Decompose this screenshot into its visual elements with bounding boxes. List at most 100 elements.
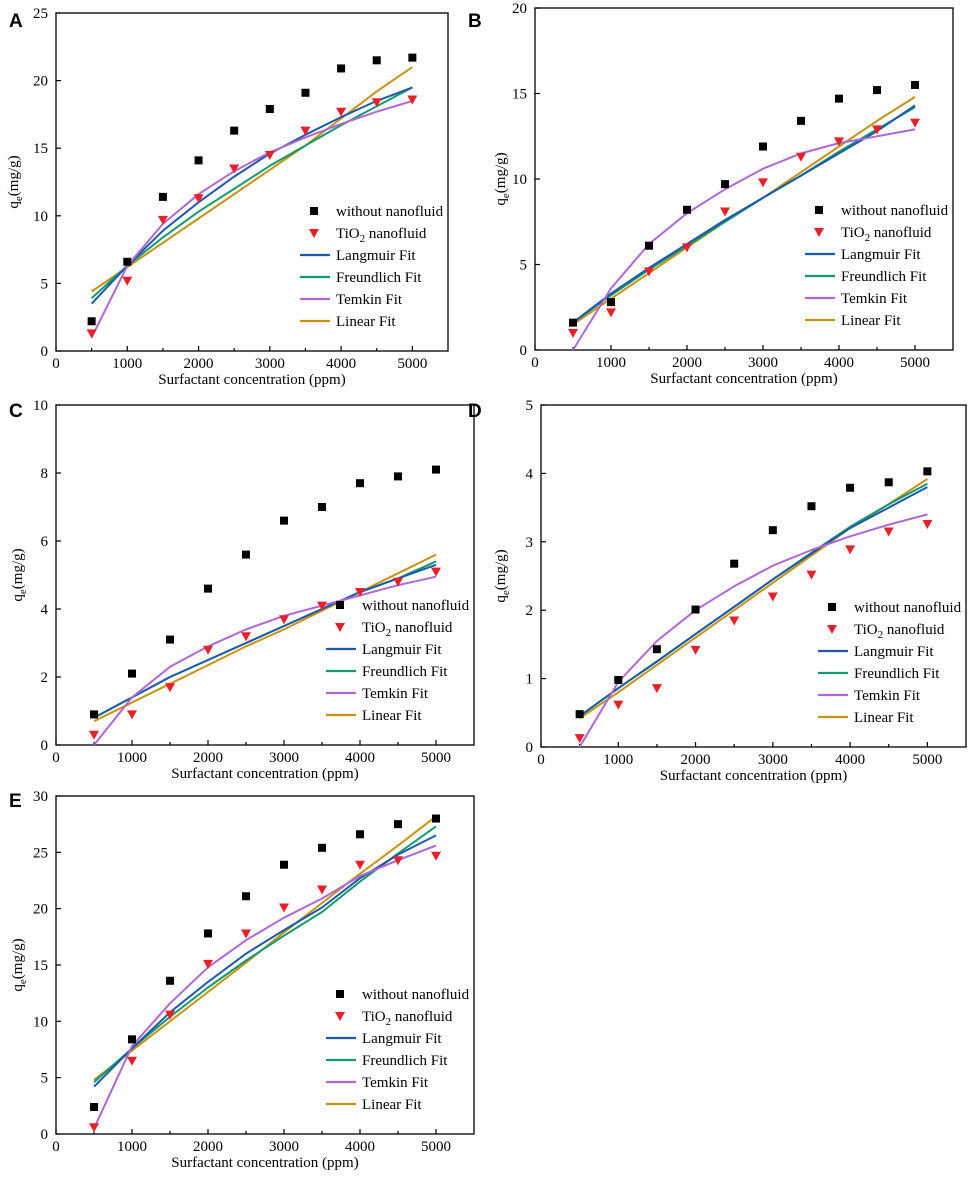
- legend: without nanofluid TiO2 nanofluid Langmuir …: [326, 987, 470, 1113]
- legend-label-langmuir: Langmuir Fit: [336, 248, 416, 264]
- legend: without nanofluid TiO2 nanofluid Langmuir …: [326, 598, 470, 724]
- x-tick-label: 0: [52, 750, 60, 766]
- point-tio2-nanofluid: [127, 710, 137, 720]
- y-tick-label: 15: [33, 958, 48, 974]
- point-without-nanofluid: [607, 298, 615, 307]
- point-without-nanofluid: [372, 56, 381, 65]
- legend-label-without: without nanofluid: [854, 600, 962, 616]
- point-tio2-nanofluid: [229, 164, 240, 174]
- y-axis-label-sub: e: [17, 589, 29, 594]
- point-tio2-nanofluid: [300, 126, 311, 136]
- y-axis-label-sub: e: [500, 590, 512, 595]
- y-tick-label: 5: [41, 276, 49, 292]
- y-tick-label: 0: [520, 343, 528, 359]
- legend-label-tio2: TiO2 nanofluid: [336, 226, 427, 245]
- legend-marker-tio2: [309, 229, 319, 238]
- y-axis-label-main: q: [493, 595, 509, 603]
- point-tio2-nanofluid: [122, 276, 133, 286]
- point-without-nanofluid: [280, 516, 288, 525]
- fit-line-langmuir: [572, 104, 916, 324]
- fit-line-temkin: [90, 99, 413, 338]
- point-without-nanofluid: [432, 814, 440, 823]
- fit-line-langmuir: [90, 86, 413, 305]
- point-tio2-nanofluid: [203, 959, 213, 969]
- point-tio2-nanofluid: [767, 592, 778, 602]
- panel-letter: D: [468, 401, 482, 422]
- x-tick-label: 1000: [117, 1139, 147, 1155]
- point-tio2-nanofluid: [317, 885, 327, 895]
- point-without-nanofluid: [873, 86, 881, 95]
- legend-marker-without: [815, 206, 823, 214]
- fit-line-langmuir: [93, 834, 437, 1088]
- point-tio2-nanofluid: [203, 645, 213, 655]
- point-without-nanofluid: [691, 605, 700, 614]
- point-without-nanofluid: [652, 645, 661, 654]
- point-tio2-nanofluid: [606, 308, 616, 318]
- legend-label-without: without nanofluid: [362, 987, 470, 1003]
- point-tio2-nanofluid: [690, 645, 701, 655]
- fit-line-temkin: [93, 575, 437, 745]
- legend-tio2-rest: nanofluid: [365, 226, 427, 242]
- legend-label-without: without nanofluid: [362, 598, 470, 614]
- x-tick-label: 5000: [912, 752, 942, 768]
- fit-line-langmuir: [93, 563, 437, 719]
- legend-label-linear: Linear Fit: [362, 1097, 422, 1113]
- x-tick-label: 5000: [900, 355, 930, 371]
- y-tick-label: 20: [33, 902, 48, 918]
- y-tick-label: 25: [33, 845, 48, 861]
- point-tio2-nanofluid: [922, 520, 933, 530]
- y-axis-label-unit: (mg/g): [6, 155, 22, 196]
- legend-label-langmuir: Langmuir Fit: [362, 1031, 442, 1047]
- x-axis-label: Surfactant concentration (ppm): [660, 768, 847, 784]
- y-axis-label-sub: e: [500, 193, 512, 198]
- legend-label-tio2: TiO2 nanofluid: [841, 225, 932, 244]
- point-without-nanofluid: [797, 116, 805, 125]
- x-tick-label: 2000: [681, 752, 711, 768]
- point-without-nanofluid: [204, 584, 212, 593]
- point-tio2-nanofluid: [89, 730, 99, 740]
- y-tick-label: 30: [33, 789, 48, 805]
- point-tio2-nanofluid: [393, 856, 403, 866]
- point-tio2-nanofluid: [651, 684, 662, 694]
- y-tick-label: 20: [33, 74, 48, 90]
- legend-tio2-sub: 2: [878, 629, 884, 641]
- point-tio2-nanofluid: [279, 903, 289, 913]
- legend-marker-without: [828, 603, 836, 611]
- legend: without nanofluid TiO2 nanofluid Langmuir …: [300, 204, 444, 330]
- legend-marker-without: [336, 601, 344, 609]
- chart-panel-e: E 0 1000 2000 3000 4000 5000 0 5 10 15 20 25 30 Surfac…: [9, 789, 475, 1171]
- x-tick-label: 5000: [397, 356, 427, 372]
- legend: without nanofluid TiO2 nanofluid Langmuir …: [818, 600, 962, 726]
- x-axis-label: Surfactant concentration (ppm): [171, 1155, 358, 1171]
- point-tio2-nanofluid: [644, 267, 654, 277]
- point-without-nanofluid: [432, 465, 440, 474]
- point-tio2-nanofluid: [682, 243, 692, 253]
- point-without-nanofluid: [280, 860, 288, 869]
- legend-label-temkin: Temkin Fit: [362, 686, 429, 702]
- y-tick-label: 5: [520, 258, 528, 274]
- point-tio2-nanofluid: [165, 1010, 175, 1020]
- legend-marker-tio2: [827, 625, 837, 634]
- legend-label-langmuir: Langmuir Fit: [854, 644, 934, 660]
- x-tick-label: 1000: [117, 750, 147, 766]
- point-without-nanofluid: [683, 205, 691, 214]
- point-tio2-nanofluid: [806, 570, 817, 580]
- point-tio2-nanofluid: [279, 615, 289, 625]
- point-without-nanofluid: [166, 976, 174, 985]
- point-tio2-nanofluid: [574, 734, 585, 744]
- y-axis-label: qe(mg/g): [10, 938, 29, 991]
- legend-label-linear: Linear Fit: [841, 313, 901, 329]
- x-tick-label: 4000: [835, 752, 865, 768]
- legend-label-langmuir: Langmuir Fit: [841, 247, 921, 263]
- point-tio2-nanofluid: [845, 545, 856, 555]
- x-tick-label: 4000: [824, 355, 854, 371]
- y-axis-label-main: q: [10, 594, 26, 602]
- legend-label-temkin: Temkin Fit: [841, 291, 908, 307]
- point-tio2-nanofluid: [431, 567, 441, 577]
- point-without-nanofluid: [204, 929, 212, 938]
- point-tio2-nanofluid: [157, 215, 168, 225]
- point-tio2-nanofluid: [720, 207, 730, 217]
- legend-label-temkin: Temkin Fit: [854, 688, 921, 704]
- y-axis-label-unit: (mg/g): [493, 152, 509, 193]
- point-without-nanofluid: [730, 559, 739, 568]
